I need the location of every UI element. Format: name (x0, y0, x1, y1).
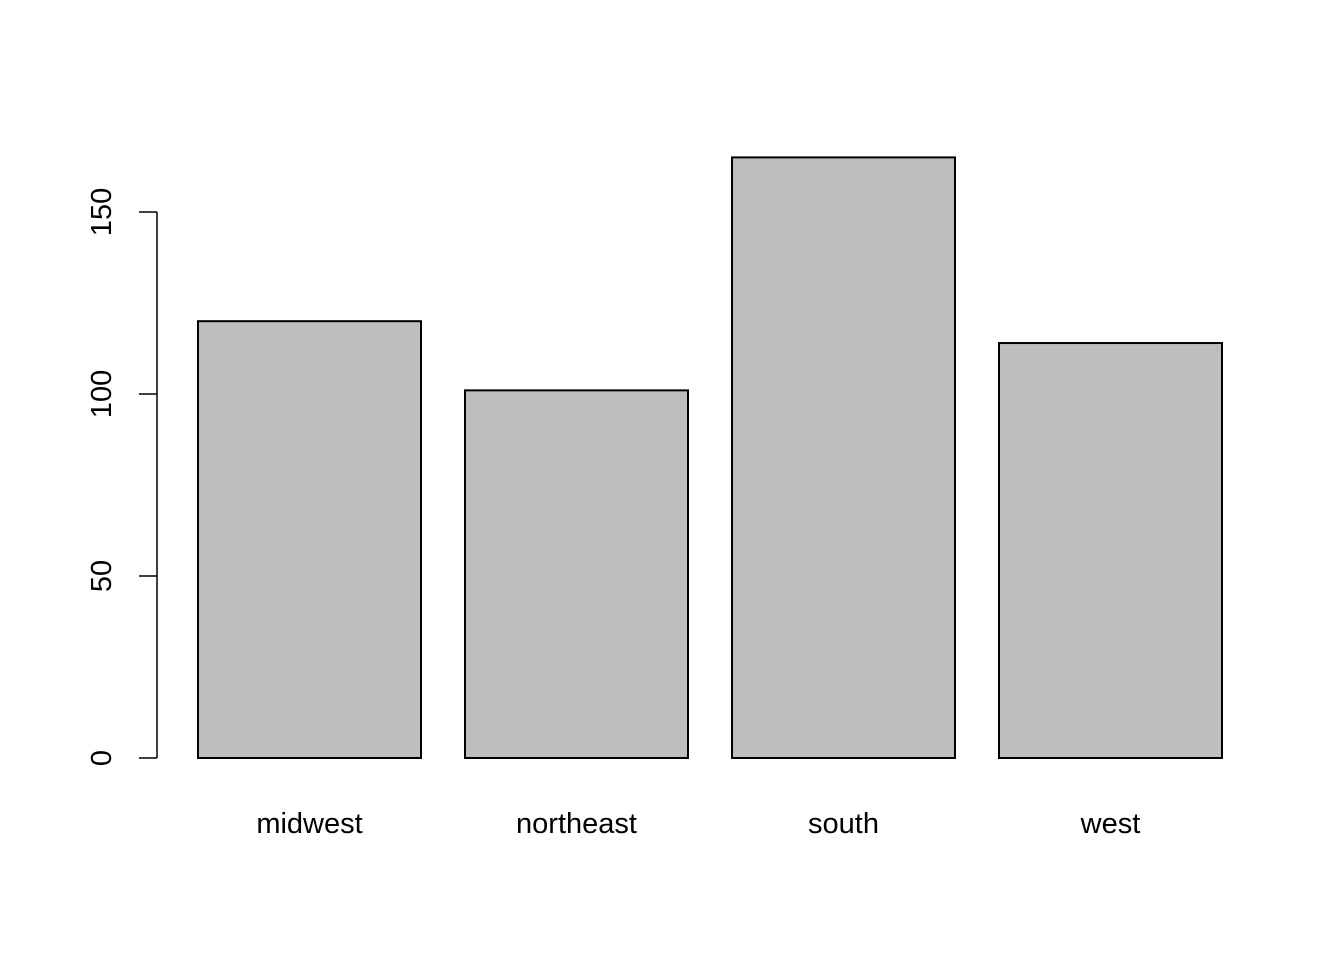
x-axis-labels: midwest northeast south west (256, 808, 1140, 840)
y-tick-label-150: 150 (86, 188, 118, 236)
bars-group (197, 156, 1223, 759)
x-tick-label-west: west (1080, 808, 1141, 840)
bar-west (998, 342, 1223, 759)
y-axis: 0 50 100 150 (86, 188, 158, 766)
x-tick-label-northeast: northeast (516, 808, 637, 840)
y-tick-label-0: 0 (86, 750, 118, 766)
x-tick-label-midwest: midwest (256, 808, 362, 840)
bar-midwest (197, 320, 422, 759)
y-tick-label-50: 50 (86, 560, 118, 592)
y-tick-label-100: 100 (86, 370, 118, 418)
bar-south (731, 156, 956, 759)
x-tick-label-south: south (808, 808, 879, 840)
bar-northeast (464, 389, 689, 759)
